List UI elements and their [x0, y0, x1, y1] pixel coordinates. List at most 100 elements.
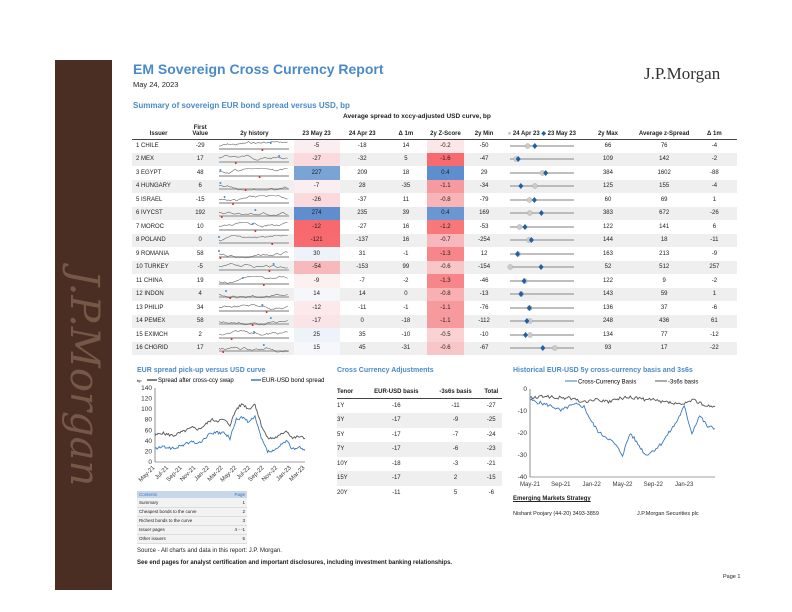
value-24-apr: -18	[357, 143, 367, 149]
value-24-apr: -32	[339, 152, 385, 166]
contents-item[interactable]: Summary 1	[137, 498, 247, 508]
cca-row: 5Y -17 -7 -24	[337, 428, 502, 443]
avg-zspread: 155	[636, 179, 692, 193]
value-23-may: -27	[293, 152, 340, 166]
delta-1m-z: 6	[712, 223, 717, 230]
table-row: 5 ISRAEL -15 -26 -37 11 -0.8 -79 60 69 1	[132, 193, 737, 207]
source-note: Source - All charts and data in this rep…	[137, 548, 282, 554]
contents-item[interactable]: Other issuers 5	[137, 534, 247, 544]
delta-1m-z: -2	[711, 277, 718, 284]
min-marker	[261, 149, 264, 151]
range-cell	[504, 341, 580, 355]
cca-row: 1Y -16 -11 -27	[337, 399, 502, 414]
issuer-cell: 11 CHINA	[132, 274, 185, 288]
contents-label[interactable]: Cheapest bonds to the curve	[137, 507, 226, 517]
sparkline-cell	[215, 152, 294, 166]
report-date: May 24, 2023	[133, 80, 179, 89]
sparkline-cell	[215, 287, 294, 301]
may-marker	[538, 264, 544, 271]
row-number: 12	[136, 291, 143, 298]
y-tick-label: 60	[145, 427, 153, 434]
cca-cell: -18	[391, 460, 401, 467]
range-cell	[504, 152, 580, 166]
col-23-may: 23 May 23	[293, 122, 340, 140]
issuer-cell: 4 HUNGARY	[132, 179, 186, 193]
apr-marker	[531, 183, 538, 189]
min-marker	[229, 297, 232, 300]
zscore: -0.5	[426, 328, 465, 342]
history-sparkline	[219, 329, 290, 340]
value-24-apr: -27	[357, 223, 367, 230]
avg-zspread: 17	[636, 341, 692, 355]
issuer-name: POLAND	[141, 237, 166, 244]
contents-item[interactable]: Richest bonds to the curve 3	[137, 516, 247, 526]
eur-spread-chart-title: EUR spread pick-up versus USD curve	[137, 367, 266, 374]
row-number: 14	[136, 318, 143, 325]
issuer-name: IVYCST	[141, 210, 163, 217]
series-line-1	[154, 414, 306, 454]
sparkline-path	[219, 275, 289, 284]
delta-1m: -1	[403, 304, 409, 311]
issuer-name: PEMEX	[144, 318, 166, 325]
sparkline-path	[219, 320, 289, 326]
min-marker	[219, 256, 222, 259]
sparkline-path	[219, 329, 289, 336]
sparkline-path	[219, 185, 288, 191]
sparkline-cell	[215, 193, 293, 207]
contents-page: 2	[226, 507, 247, 517]
cca-cell: 7Y	[337, 442, 363, 457]
min-marker	[254, 229, 257, 232]
range-indicator	[509, 223, 574, 230]
max-marker	[278, 155, 281, 158]
row-number: 3	[136, 169, 140, 176]
sparkline-path	[219, 141, 289, 147]
apr-marker	[527, 332, 533, 338]
first-value: 0	[185, 233, 216, 247]
may-marker	[518, 291, 524, 298]
issuer-cell: 16 CHGRID	[132, 341, 186, 355]
cca-cell: -24	[486, 431, 496, 438]
row-number: 13	[136, 304, 143, 311]
apr-marker	[507, 264, 513, 270]
avg-zspread: 436	[636, 314, 692, 328]
avg-zspread: 213	[659, 250, 670, 257]
cca-cell: 5Y	[337, 431, 345, 438]
issuer-name: MEX	[141, 156, 155, 163]
circle-icon: ●	[507, 130, 513, 137]
may-marker	[518, 183, 524, 190]
delta-1m-z: -22	[691, 341, 737, 355]
may-marker	[526, 304, 532, 311]
contents-label[interactable]: Summary	[137, 498, 226, 508]
delta-1m: -1	[403, 250, 409, 257]
value-2y-max: 144	[579, 233, 637, 247]
avg-zspread: 69	[660, 196, 668, 203]
apr-marker	[526, 210, 533, 216]
legend-gray: -3s6s basis	[668, 380, 698, 386]
sparkline-cell	[215, 301, 293, 315]
contents-item[interactable]: Cheapest bonds to the curve 2	[137, 507, 247, 517]
cca-cell: -7	[452, 431, 459, 438]
issuer-name: ROMANIA	[141, 250, 170, 257]
contents-label[interactable]: Issuer pages	[137, 525, 226, 535]
avg-zspread: 9	[662, 277, 666, 284]
table-row: 12 INDON 4 14 14 0 -0.8 -13 143 59 1	[132, 287, 737, 301]
history-sparkline	[219, 275, 290, 286]
may-marker	[528, 237, 534, 244]
delta-1m-z: -4	[691, 179, 737, 193]
cca-cell: -11	[392, 489, 401, 496]
range-cell	[504, 260, 580, 274]
y-tick-label: -30	[518, 452, 528, 459]
may-marker	[538, 210, 544, 217]
table-row: 14 PEMEX 58 -17 0 -18 -1.1 -112 248 436 61	[132, 314, 737, 328]
cca-row: 3Y -17 -9 -25	[337, 413, 502, 428]
value-2y-min: -13	[464, 287, 505, 301]
legend-blue: EUR-USD bond spread	[262, 378, 324, 384]
history-sparkline	[219, 221, 290, 232]
value-2y-min: -10	[479, 331, 489, 338]
contents-item[interactable]: Issuer pages 4 - -1	[137, 525, 247, 535]
contents-label[interactable]: Richest bonds to the curve	[137, 516, 226, 526]
first-value: 6	[185, 179, 216, 193]
contents-label[interactable]: Other issuers	[137, 534, 226, 544]
row-number: 4	[136, 183, 140, 190]
cca-cell: -21	[486, 460, 496, 467]
